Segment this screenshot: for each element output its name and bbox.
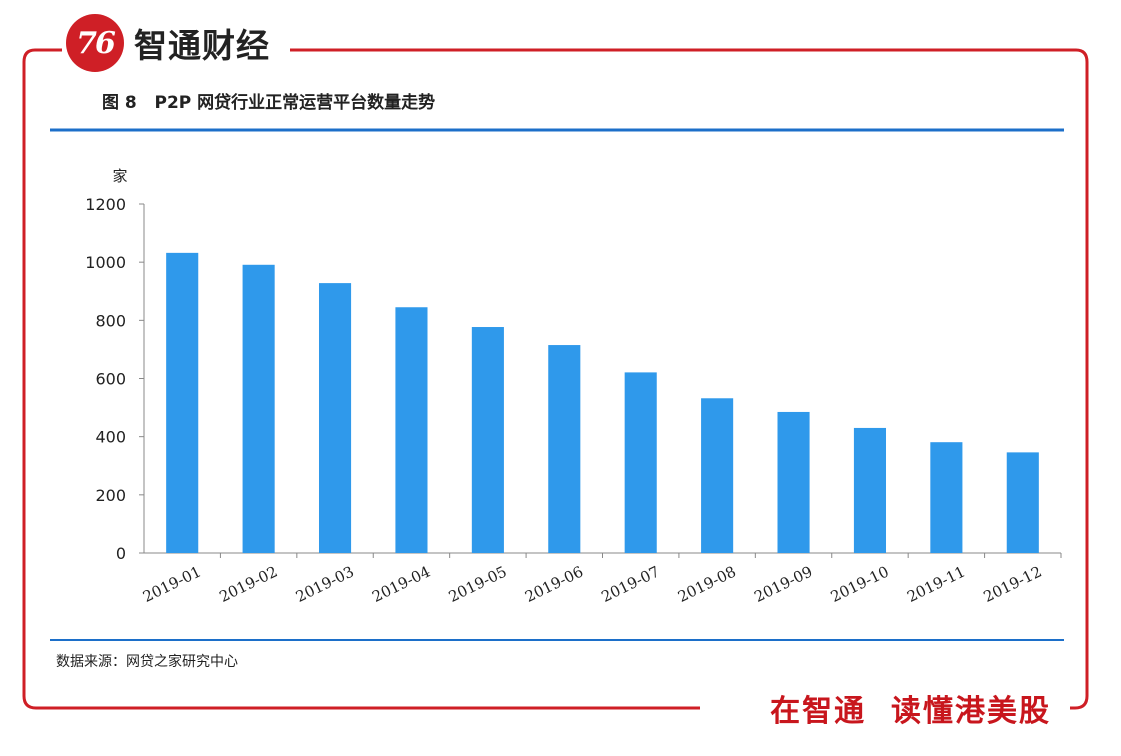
x-tick-label: 2019-04 — [369, 562, 433, 606]
frame-border-right — [290, 48, 1089, 710]
y-tick-label: 200 — [95, 486, 126, 505]
y-tick-label: 600 — [95, 370, 126, 389]
x-tick-label: 2019-09 — [751, 562, 815, 606]
y-tick-label: 1200 — [85, 195, 126, 214]
bar-2019-09 — [777, 411, 810, 553]
brand-slogan: 在智通 读懂港美股 — [760, 686, 1061, 730]
y-tick-label: 800 — [95, 311, 126, 330]
x-tick-label: 2019-03 — [293, 562, 357, 606]
x-tick-label: 2019-10 — [828, 562, 892, 606]
x-tick-label: 2019-11 — [904, 562, 968, 606]
bar-2019-06 — [548, 345, 581, 553]
x-tick-label: 2019-02 — [216, 562, 280, 606]
bar-2019-07 — [624, 372, 657, 553]
bar-2019-12 — [1006, 452, 1039, 553]
y-tick-label: 0 — [116, 544, 126, 563]
bar-2019-10 — [853, 427, 887, 553]
frame-border — [22, 48, 700, 710]
logo-badge-icon: 76 — [66, 14, 124, 72]
x-tick-label: 2019-07 — [599, 562, 663, 606]
bar-2019-03 — [318, 283, 352, 553]
y-tick-label: 1000 — [85, 253, 126, 272]
brand-logo: 76 智通财经 — [62, 12, 284, 74]
x-ticks: 2019-01 2019-02 2019-03 2019-04 2019-05 2019-… — [140, 553, 1062, 606]
bar-2019-08 — [701, 398, 734, 553]
y-tick-label: 400 — [95, 428, 126, 447]
bar-2019-04 — [395, 307, 428, 553]
y-ticks: 0 200 400 600 800 1000 1200 — [85, 195, 144, 563]
bar-2019-01 — [166, 252, 199, 554]
figure-title: 图 8 P2P 网贷行业正常运营平台数量走势 — [102, 93, 436, 113]
x-tick-label: 2019-08 — [675, 562, 739, 606]
bar-2019-11 — [930, 442, 963, 553]
bars — [166, 252, 1039, 554]
data-source: 数据来源：网贷之家研究中心 — [56, 654, 238, 670]
brand-name: 智通财经 — [134, 26, 270, 65]
x-tick-label: 2019-06 — [522, 562, 586, 606]
x-tick-label: 2019-01 — [140, 562, 204, 606]
bar-2019-02 — [242, 264, 275, 553]
x-tick-label: 2019-12 — [981, 562, 1045, 606]
bar-2019-05 — [471, 327, 504, 553]
x-tick-label: 2019-05 — [446, 562, 510, 606]
y-axis-unit-label: 家 — [112, 167, 127, 185]
